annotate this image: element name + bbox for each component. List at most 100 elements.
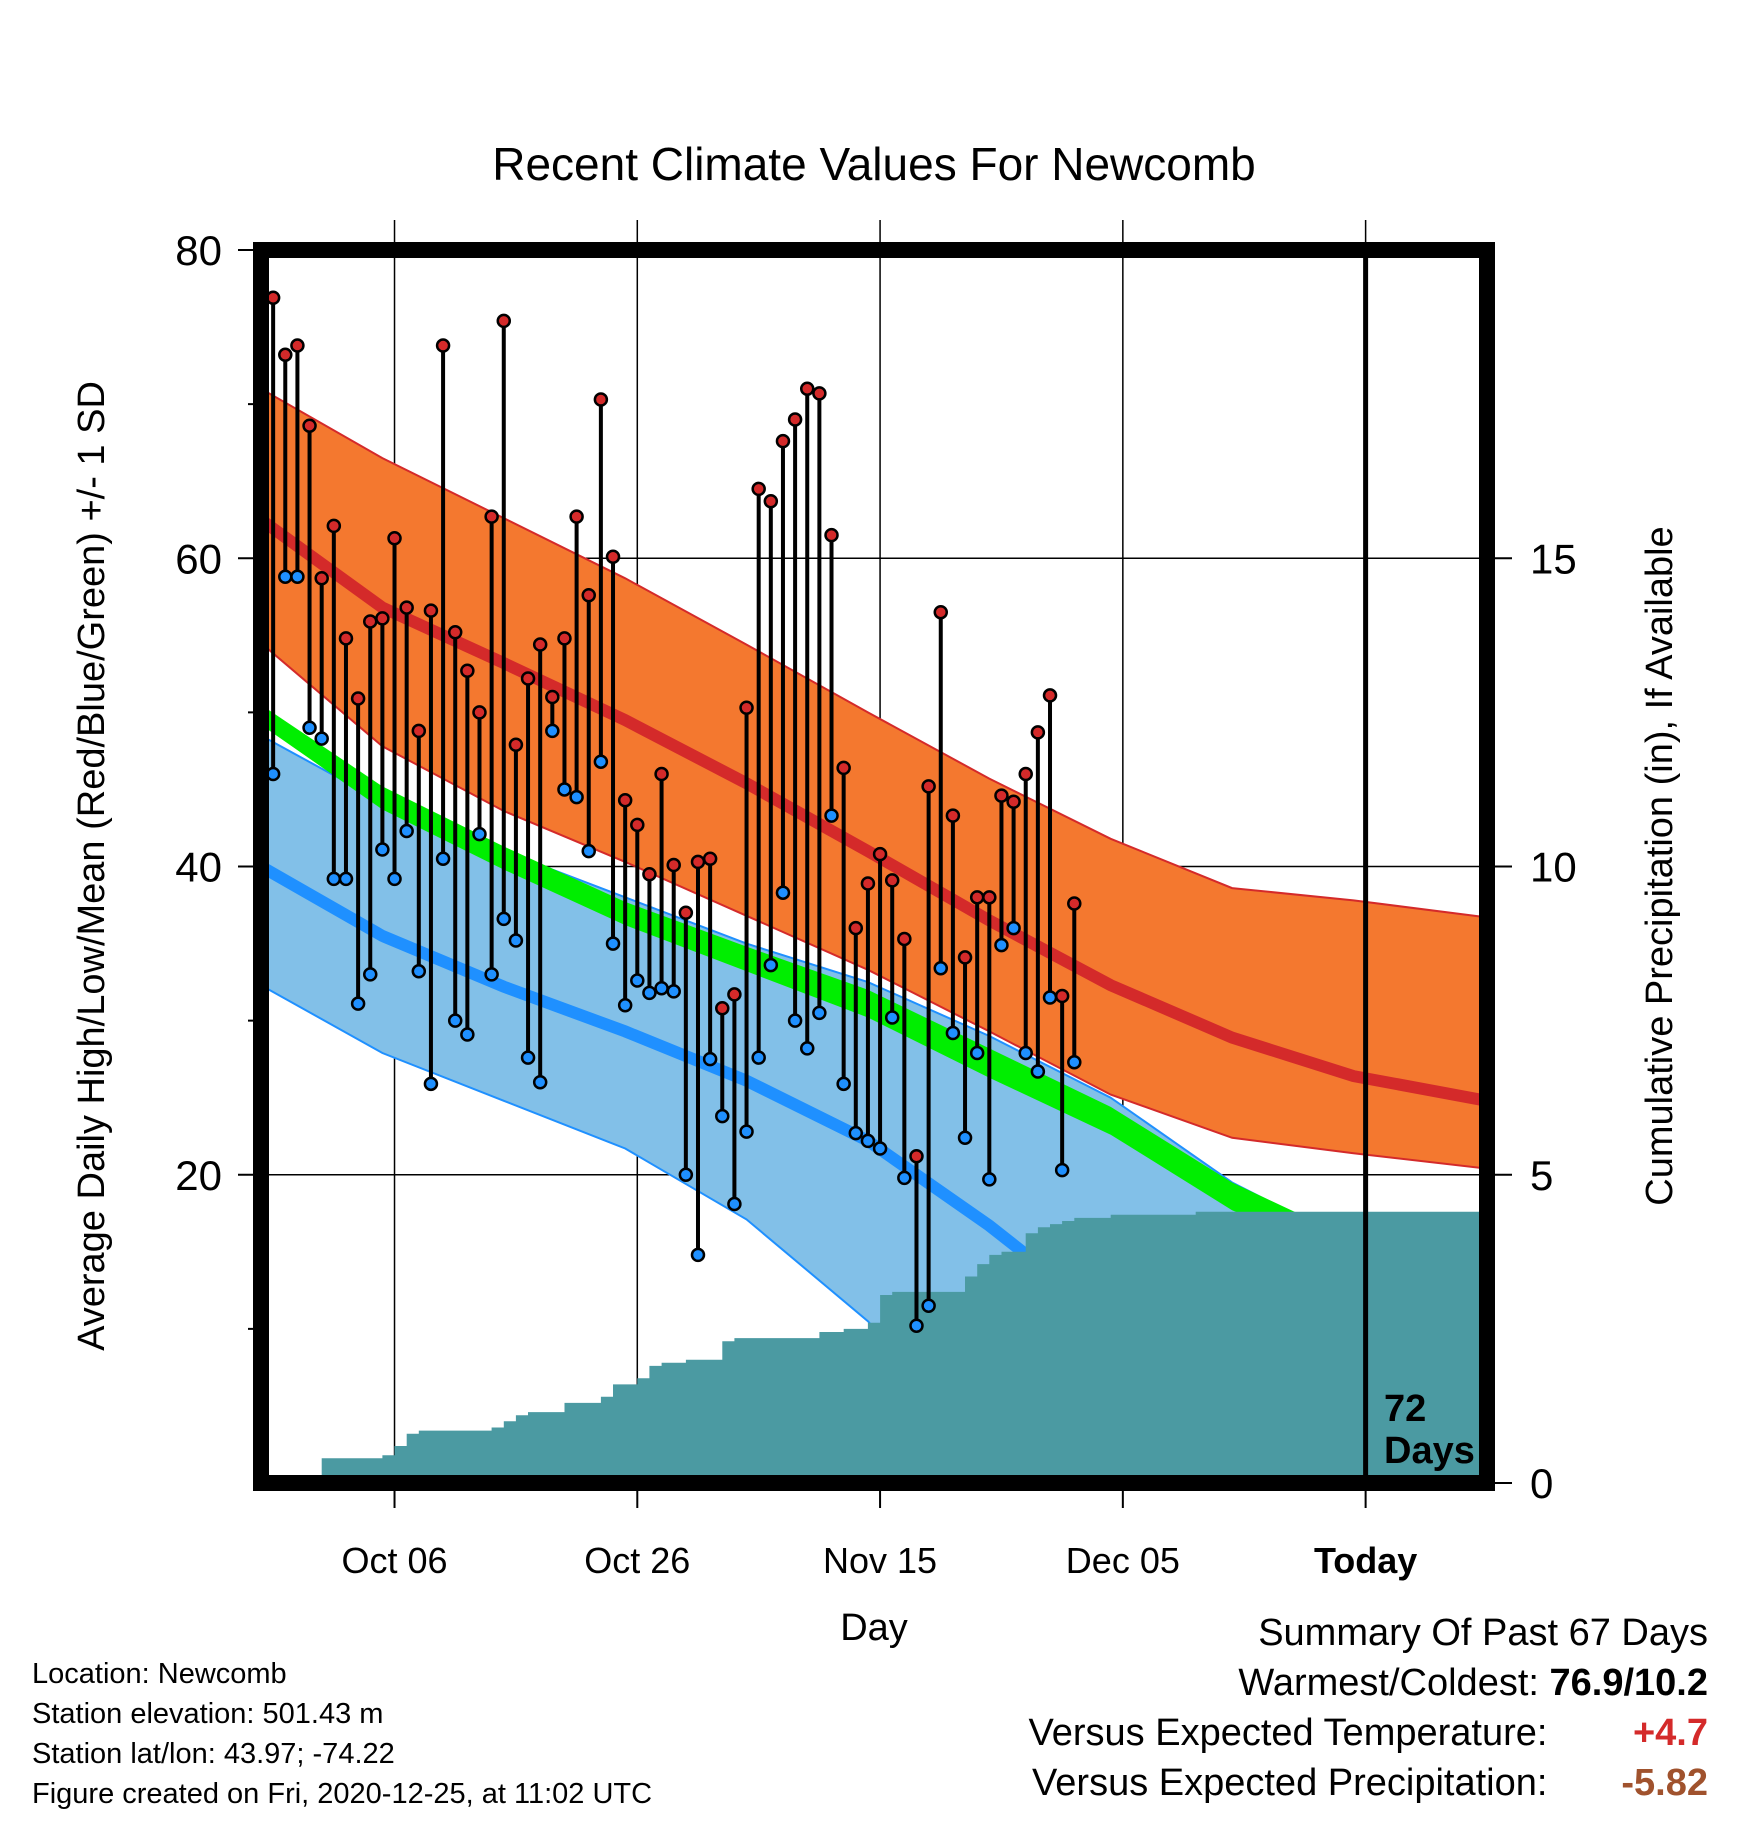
daily-high-point <box>897 931 912 947</box>
daily-low-point <box>897 1170 912 1186</box>
daily-high-point <box>909 1149 924 1164</box>
daily-high-point <box>702 851 718 867</box>
daily-high-point <box>1018 766 1033 782</box>
precip-value: -5.82 <box>1621 1762 1708 1804</box>
daily-high-point <box>1006 794 1021 810</box>
daily-high-point <box>387 530 402 546</box>
daily-low-point <box>1030 1064 1046 1079</box>
axes: 20 40 60 80 0 5 10 15 Oct 06 Oct 26 Nov 15 Dec 05 To… <box>175 227 1576 1581</box>
daily-low-point <box>751 1050 766 1065</box>
y2-axis-label: Cumulative Precipitation (in), If Availa… <box>1639 526 1681 1205</box>
daily-low-point <box>945 1025 961 1041</box>
daily-high-point <box>375 611 390 626</box>
daily-low-point <box>1018 1045 1033 1061</box>
daily-high-point <box>1067 896 1082 911</box>
daily-low-point <box>994 937 1009 953</box>
daily-high-point <box>399 600 414 615</box>
daily-high-point <box>860 876 876 891</box>
daily-low-point <box>824 808 839 823</box>
chart-title: Recent Climate Values For Newcomb <box>492 138 1256 190</box>
daily-low-point <box>836 1076 851 1092</box>
daily-high-point <box>362 614 378 629</box>
daily-low-point <box>860 1133 876 1149</box>
elevation-text: Station elevation: 501.43 m <box>32 1698 384 1730</box>
daily-low-point <box>702 1051 718 1067</box>
daily-high-point <box>751 481 766 497</box>
daily-high-point <box>1042 688 1058 703</box>
daily-high-point <box>848 920 864 936</box>
today-unit: Days <box>1384 1430 1475 1472</box>
warmest-row: Warmest/Coldest: 76.9/10.2 <box>1029 1658 1708 1708</box>
daily-low-point <box>302 720 317 736</box>
y2-tick-label: 5 <box>1530 1152 1553 1199</box>
high-mean-line <box>261 514 1487 1107</box>
mean-band <box>261 704 1487 1291</box>
temp-label: Versus Expected Temperature: <box>1028 1712 1548 1754</box>
daily-high-point <box>581 587 596 603</box>
daily-high-point <box>933 604 949 620</box>
daily-low-point <box>508 933 524 948</box>
y2-tick-label: 0 <box>1530 1460 1553 1507</box>
daily-high-point <box>460 663 475 679</box>
daily-low-point <box>884 1010 900 1025</box>
daily-high-point <box>872 846 888 862</box>
precipitation-area <box>261 1211 1487 1483</box>
daily-high-point <box>508 737 524 752</box>
daily-high-point <box>812 386 827 401</box>
x-tick-label: Dec 05 <box>1066 1540 1180 1581</box>
daily-low-point <box>484 967 499 982</box>
daily-low-point <box>630 973 645 988</box>
daily-low-point <box>654 981 669 996</box>
y-tick-label: 40 <box>175 844 222 891</box>
daily-low-point <box>957 1130 973 1146</box>
daily-high-point <box>654 766 669 782</box>
daily-low-point <box>982 1172 997 1187</box>
daily-low-point <box>411 964 427 979</box>
daily-high-point <box>545 689 560 705</box>
daily-low-point <box>362 967 378 982</box>
daily-low-point <box>690 1247 706 1263</box>
created-text: Figure created on Fri, 2020-12-25, at 11… <box>32 1778 653 1810</box>
daily-high-point <box>945 808 961 823</box>
y-tick-label: 60 <box>175 535 222 582</box>
daily-low-point <box>787 1013 803 1028</box>
daily-high-point <box>617 792 633 808</box>
y2-tick-label: 10 <box>1530 844 1577 891</box>
daily-low-point <box>545 723 560 739</box>
daily-low-point <box>460 1027 475 1042</box>
x-tick-label: Oct 26 <box>584 1540 690 1581</box>
daily-low-point <box>812 1005 827 1021</box>
daily-high-point <box>715 1001 730 1016</box>
temp-value: +4.7 <box>1632 1712 1708 1754</box>
daily-low-point <box>1054 1162 1070 1178</box>
daily-high-point <box>884 873 900 888</box>
daily-values <box>265 290 1082 1334</box>
daily-high-point <box>678 905 694 920</box>
daily-high-point <box>799 381 815 396</box>
daily-low-point <box>969 1045 985 1061</box>
daily-low-point <box>1042 990 1058 1005</box>
daily-high-point <box>314 571 329 586</box>
daily-high-point <box>278 347 293 363</box>
precip-row: Versus Expected Precipitation: -5.82 <box>1029 1758 1708 1808</box>
daily-low-point <box>775 885 791 900</box>
daily-high-point <box>824 527 839 543</box>
daily-high-point <box>302 418 317 433</box>
daily-high-point <box>994 788 1009 803</box>
daily-high-point <box>642 866 657 882</box>
daily-low-point <box>617 997 633 1013</box>
daily-high-point <box>969 890 985 905</box>
daily-high-point <box>787 412 803 427</box>
summary-panel: Summary Of Past 67 Days Warmest/Coldest:… <box>1029 1608 1708 1808</box>
plot-frame <box>253 242 1495 1491</box>
daily-low-point <box>399 823 414 839</box>
daily-high-point <box>921 779 936 794</box>
daily-low-point <box>848 1125 864 1141</box>
daily-low-point <box>1067 1054 1082 1070</box>
daily-high-point <box>739 700 754 716</box>
x-tick-label: Nov 15 <box>823 1540 937 1581</box>
y-axis-label: Average Daily High/Low/Mean (Red/Blue/Gr… <box>71 381 113 1351</box>
y-tick-label: 80 <box>175 227 222 274</box>
daily-high-point <box>982 890 997 905</box>
